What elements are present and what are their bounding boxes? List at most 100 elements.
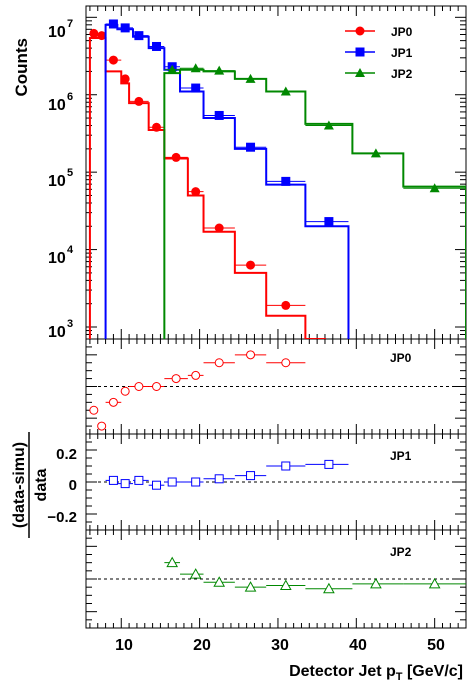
ratio-point-jp1 [324,459,334,469]
svg-text:4: 4 [67,244,74,256]
ratio-point-jp2 [189,568,202,579]
ratio-point-jp1 [120,479,130,489]
x-axis-title: Detector Jet pT [GeV/c] [289,663,463,683]
ratio-point-jp1 [281,461,291,471]
legend-marker-jp1 [355,47,365,57]
data-point-jp1 [191,83,201,93]
data-point-jp2 [167,64,178,74]
svg-text:10: 10 [48,173,66,190]
ratio-title-numerator: (data-simu) [11,442,28,528]
svg-text:10: 10 [48,24,66,41]
ratio-point-jp2 [428,577,441,589]
y-axis-title-counts: Counts [12,38,31,97]
plot-area [86,19,466,594]
ratio-point-jp0 [281,358,291,368]
svg-text:5: 5 [67,167,73,179]
svg-text:10: 10 [48,97,66,114]
ratio-point-jp2 [213,576,226,587]
data-point-jp0 [89,28,99,38]
ratio-point-jp1 [246,471,256,481]
legend: JP0 JP1 JP2 [345,25,413,81]
ratio-point-jp2 [166,556,179,568]
ratio-panel-label-jp0: JP0 [390,351,412,365]
legend-marker-jp0 [355,26,365,36]
svg-text:7: 7 [67,18,73,30]
y-tick-label-e4: 10 4 [48,244,74,267]
y-tick-label-e7: 10 7 [48,18,73,41]
data-point-jp0 [171,152,181,162]
data-point-jp0 [120,74,130,84]
y-tick-label-e5: 10 5 [48,167,73,190]
data-point-jp1 [152,41,162,51]
x-tick-label-10: 10 [115,637,133,654]
data-point-jp1 [324,217,334,227]
ratio-point-jp0 [214,358,224,368]
data-point-jp0 [214,223,224,233]
data-point-jp2 [429,183,440,193]
ratio-title-denominator: data [33,468,50,501]
ratio-tick-label-zero: 0 [69,477,77,494]
x-tick-label-20: 20 [193,637,211,654]
legend-entry-jp2: JP2 [345,67,413,81]
legend-entry-jp1: JP1 [345,46,413,60]
data-point-jp0 [108,55,118,65]
ratio-point-jp1 [152,480,162,490]
data-point-jp1 [246,142,256,152]
ratio-tick-label-pos: 0.2 [56,446,77,463]
ratio-point-jp2 [279,579,292,591]
top-panel-content [88,19,466,339]
data-point-jp2 [190,63,201,73]
ratio-panel-label-jp1: JP1 [390,449,412,463]
x-tick-label-30: 30 [271,637,289,654]
legend-label-jp2: JP2 [391,67,413,81]
ratio-point-jp0 [152,382,162,391]
ratio-point-jp1 [134,475,144,485]
data-point-jp0 [97,31,107,41]
y-axis-title-ratio: (data-simu) data [11,432,50,538]
ratio-point-jp1 [191,477,201,487]
ratio-point-jp0 [97,421,107,431]
data-point-jp1 [281,176,291,186]
data-point-jp1 [134,31,144,41]
svg-text:3: 3 [67,318,73,330]
simu-histogram-jp2 [163,68,466,339]
ratio-point-jp0 [171,374,181,384]
ratio-point-jp0 [89,405,99,415]
ratio-tick-label-neg: −0.2 [47,509,77,526]
ratio-point-jp0 [108,397,118,407]
data-point-jp0 [152,122,162,132]
ratio-point-jp1 [214,474,224,484]
ratio-point-jp0 [246,350,256,360]
ratio-point-jp0 [191,370,201,380]
data-point-jp2 [323,120,334,130]
data-point-jp2 [245,73,256,83]
data-point-jp1 [120,23,130,33]
svg-text:6: 6 [67,91,73,103]
x-tick-label-50: 50 [427,637,445,654]
svg-text:10: 10 [48,250,66,267]
legend-label-jp1: JP1 [391,46,413,60]
y-tick-label-e3: 10 3 [48,318,73,341]
ratio-point-jp0 [134,382,144,391]
legend-marker-jp2 [355,68,365,77]
ratio-point-jp0 [120,386,130,396]
data-point-jp1 [108,19,118,29]
legend-label-jp0: JP0 [391,25,413,39]
data-point-jp0 [281,300,291,310]
svg-text:10: 10 [48,324,66,341]
ratio-point-jp2 [244,581,257,592]
data-point-jp2 [370,148,381,158]
legend-entry-jp0: JP0 [345,25,413,39]
data-point-jp2 [280,86,291,96]
ratio-point-jp2 [323,582,335,594]
ratio-point-jp1 [108,475,118,485]
x-tick-label-40: 40 [349,637,367,654]
data-point-jp2 [214,65,225,75]
data-point-jp0 [246,260,256,270]
ratio-point-jp2 [370,577,382,589]
ratio-panel-label-jp2: JP2 [390,545,412,559]
ratio-point-jp1 [167,477,177,487]
data-point-jp0 [134,96,144,106]
svg-text:Detector Jet pT [GeV/c]: Detector Jet pT [GeV/c] [289,663,463,683]
